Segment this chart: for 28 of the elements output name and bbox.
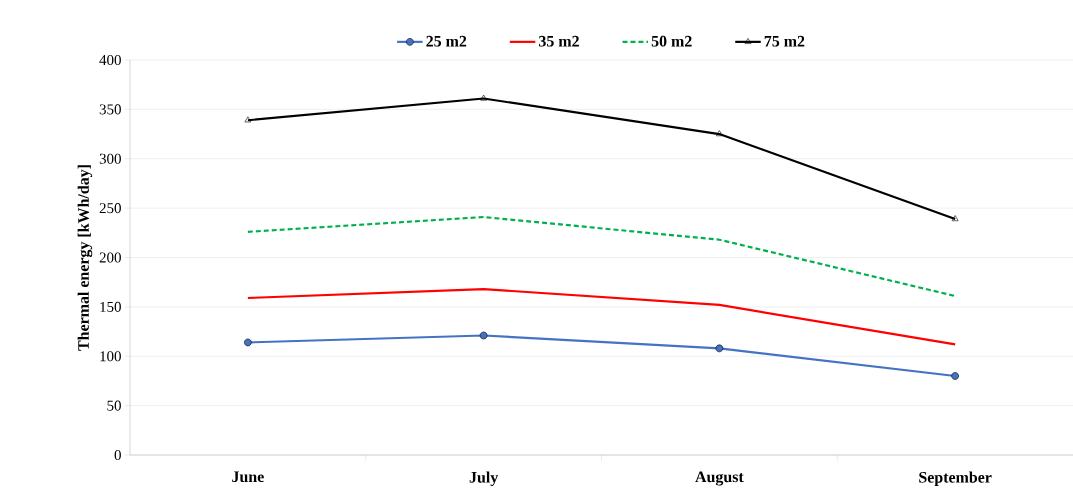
point	[244, 116, 252, 123]
point	[479, 331, 488, 340]
y-tick-label: 150	[100, 301, 121, 312]
point	[480, 94, 487, 101]
y-tick-label: 400	[99, 54, 121, 66]
y-tick-label: 300	[99, 153, 121, 164]
y-tick-label: 50	[107, 400, 121, 411]
x-tick-label: June	[232, 471, 264, 483]
x-tick-label: July	[469, 471, 499, 486]
point	[951, 372, 959, 380]
y-tick-label: 100	[100, 351, 121, 362]
point	[244, 338, 252, 347]
line-series	[246, 215, 957, 298]
legend-label: 35 m2	[539, 35, 579, 47]
y-tick-label: 0	[114, 449, 121, 461]
point	[716, 130, 723, 137]
legend-label: 50 m2	[651, 35, 692, 47]
line-series	[246, 288, 957, 346]
x-tick-label: August	[695, 471, 744, 486]
y-tick-label: 350	[99, 104, 121, 115]
y-tick-label: 200	[99, 252, 121, 263]
point	[715, 344, 724, 353]
y-tick-label: 250	[99, 203, 121, 214]
legend-label: 75 m2	[764, 35, 805, 47]
point	[951, 215, 959, 222]
legend-label: 25 m2	[426, 35, 467, 47]
y-axis-title: Thermal energy [kWh/day]	[77, 165, 93, 351]
x-tick-label: September	[919, 471, 992, 486]
